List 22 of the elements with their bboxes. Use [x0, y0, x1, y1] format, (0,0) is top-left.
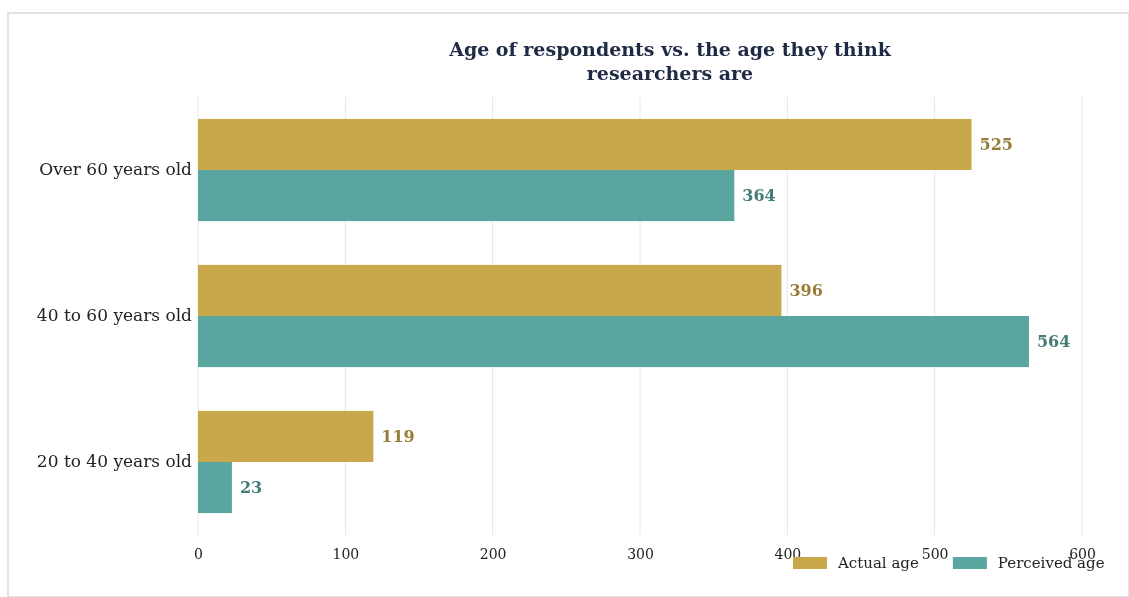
data-label: 564 — [1036, 332, 1071, 352]
y-tick-label: Over 60 years old — [39, 159, 193, 180]
bar — [198, 410, 374, 462]
bar — [198, 316, 1029, 368]
chart-title: Age of respondents vs. the age they think researchers are — [448, 38, 892, 84]
x-tick-label: 0 — [194, 545, 203, 562]
x-tick-label: 100 — [332, 545, 360, 562]
data-label: 525 — [979, 135, 1013, 155]
data-label: 119 — [381, 427, 415, 447]
bar — [198, 118, 972, 170]
x-tick-label: 300 — [627, 545, 654, 562]
legend-label: Actual age — [837, 554, 919, 573]
data-label: 23 — [239, 478, 263, 498]
data-label: 396 — [789, 281, 823, 301]
bar — [198, 264, 782, 316]
data-label: 364 — [742, 186, 776, 206]
x-tick-label: 200 — [479, 545, 507, 562]
bar — [198, 170, 735, 222]
y-tick-label: 20 to 40 years old — [36, 451, 193, 472]
bar — [198, 462, 232, 514]
y-tick-label: 40 to 60 years old — [36, 305, 193, 326]
x-tick-label: 500 — [921, 545, 949, 562]
